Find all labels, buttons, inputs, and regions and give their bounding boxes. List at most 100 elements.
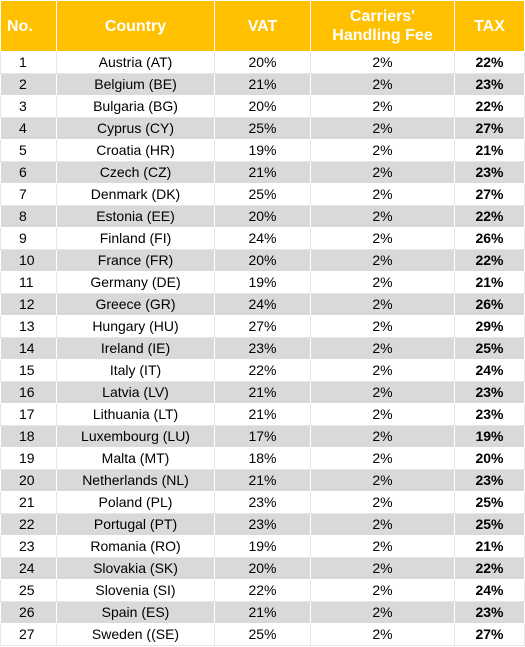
cell-handling-fee: 2% bbox=[310, 271, 455, 294]
cell-handling-fee: 2% bbox=[310, 205, 455, 228]
cell-tax: 23% bbox=[454, 73, 525, 96]
cell-tax: 23% bbox=[454, 381, 525, 404]
cell-no: 21 bbox=[0, 491, 57, 514]
cell-handling-fee: 2% bbox=[310, 447, 455, 470]
cell-handling-fee: 2% bbox=[310, 73, 455, 96]
table-row: 10 France (FR) 20% 2% 22% bbox=[0, 249, 525, 272]
cell-vat: 19% bbox=[214, 271, 311, 294]
cell-handling-fee: 2% bbox=[310, 623, 455, 646]
table-row: 19 Malta (MT) 18% 2% 20% bbox=[0, 447, 525, 470]
cell-country: Croatia (HR) bbox=[56, 139, 215, 162]
cell-vat: 20% bbox=[214, 557, 311, 580]
cell-country: Denmark (DK) bbox=[56, 183, 215, 206]
cell-tax: 23% bbox=[454, 403, 525, 426]
cell-no: 6 bbox=[0, 161, 57, 184]
cell-country: Italy (IT) bbox=[56, 359, 215, 382]
table-row: 8 Estonia (EE) 20% 2% 22% bbox=[0, 205, 525, 228]
cell-no: 17 bbox=[0, 403, 57, 426]
cell-no: 23 bbox=[0, 535, 57, 558]
cell-tax: 27% bbox=[454, 117, 525, 140]
cell-country: Netherlands (NL) bbox=[56, 469, 215, 492]
cell-country: Romania (RO) bbox=[56, 535, 215, 558]
cell-tax: 24% bbox=[454, 579, 525, 602]
table-row: 22 Portugal (PT) 23% 2% 25% bbox=[0, 513, 525, 536]
cell-no: 27 bbox=[0, 623, 57, 646]
cell-no: 7 bbox=[0, 183, 57, 206]
cell-country: Cyprus (CY) bbox=[56, 117, 215, 140]
cell-tax: 23% bbox=[454, 469, 525, 492]
cell-country: Hungary (HU) bbox=[56, 315, 215, 338]
cell-country: France (FR) bbox=[56, 249, 215, 272]
cell-country: Slovenia (SI) bbox=[56, 579, 215, 602]
cell-country: Finland (FI) bbox=[56, 227, 215, 250]
cell-handling-fee: 2% bbox=[310, 139, 455, 162]
cell-country: Latvia (LV) bbox=[56, 381, 215, 404]
cell-vat: 21% bbox=[214, 601, 311, 624]
cell-vat: 21% bbox=[214, 161, 311, 184]
cell-country: Luxembourg (LU) bbox=[56, 425, 215, 448]
cell-no: 1 bbox=[0, 51, 57, 74]
cell-vat: 25% bbox=[214, 117, 311, 140]
cell-tax: 23% bbox=[454, 601, 525, 624]
cell-vat: 20% bbox=[214, 95, 311, 118]
cell-handling-fee: 2% bbox=[310, 249, 455, 272]
cell-vat: 24% bbox=[214, 227, 311, 250]
cell-no: 2 bbox=[0, 73, 57, 96]
cell-country: Austria (AT) bbox=[56, 51, 215, 74]
table-row: 23 Romania (RO) 19% 2% 21% bbox=[0, 535, 525, 558]
cell-tax: 22% bbox=[454, 205, 525, 228]
table-row: 9 Finland (FI) 24% 2% 26% bbox=[0, 227, 525, 250]
cell-no: 18 bbox=[0, 425, 57, 448]
cell-handling-fee: 2% bbox=[310, 491, 455, 514]
cell-country: Czech (CZ) bbox=[56, 161, 215, 184]
cell-country: Spain (ES) bbox=[56, 601, 215, 624]
cell-tax: 19% bbox=[454, 425, 525, 448]
cell-handling-fee: 2% bbox=[310, 227, 455, 250]
cell-no: 11 bbox=[0, 271, 57, 294]
cell-handling-fee: 2% bbox=[310, 469, 455, 492]
cell-no: 9 bbox=[0, 227, 57, 250]
cell-no: 24 bbox=[0, 557, 57, 580]
cell-no: 26 bbox=[0, 601, 57, 624]
header-handling-fee: Carriers' Handling Fee bbox=[310, 0, 455, 52]
cell-tax: 21% bbox=[454, 139, 525, 162]
cell-no: 25 bbox=[0, 579, 57, 602]
table-row: 16 Latvia (LV) 21% 2% 23% bbox=[0, 381, 525, 404]
table-row: 4 Cyprus (CY) 25% 2% 27% bbox=[0, 117, 525, 140]
cell-country: Greece (GR) bbox=[56, 293, 215, 316]
cell-no: 19 bbox=[0, 447, 57, 470]
table-row: 20 Netherlands (NL) 21% 2% 23% bbox=[0, 469, 525, 492]
cell-vat: 20% bbox=[214, 205, 311, 228]
cell-country: Ireland (IE) bbox=[56, 337, 215, 360]
cell-tax: 26% bbox=[454, 227, 525, 250]
cell-no: 16 bbox=[0, 381, 57, 404]
cell-country: Sweden ((SE) bbox=[56, 623, 215, 646]
cell-handling-fee: 2% bbox=[310, 535, 455, 558]
cell-tax: 23% bbox=[454, 161, 525, 184]
cell-vat: 23% bbox=[214, 491, 311, 514]
cell-vat: 21% bbox=[214, 403, 311, 426]
table-row: 17 Lithuania (LT) 21% 2% 23% bbox=[0, 403, 525, 426]
cell-tax: 22% bbox=[454, 95, 525, 118]
cell-no: 12 bbox=[0, 293, 57, 316]
table-row: 2 Belgium (BE) 21% 2% 23% bbox=[0, 73, 525, 96]
table-row: 5 Croatia (HR) 19% 2% 21% bbox=[0, 139, 525, 162]
cell-handling-fee: 2% bbox=[310, 161, 455, 184]
cell-country: Slovakia (SK) bbox=[56, 557, 215, 580]
cell-vat: 22% bbox=[214, 359, 311, 382]
cell-tax: 26% bbox=[454, 293, 525, 316]
cell-tax: 25% bbox=[454, 513, 525, 536]
cell-handling-fee: 2% bbox=[310, 95, 455, 118]
header-vat: VAT bbox=[214, 0, 311, 52]
cell-tax: 22% bbox=[454, 51, 525, 74]
cell-handling-fee: 2% bbox=[310, 579, 455, 602]
cell-handling-fee: 2% bbox=[310, 381, 455, 404]
table-row: 24 Slovakia (SK) 20% 2% 22% bbox=[0, 557, 525, 580]
cell-tax: 27% bbox=[454, 623, 525, 646]
cell-no: 4 bbox=[0, 117, 57, 140]
cell-tax: 24% bbox=[454, 359, 525, 382]
header-row: No. Country VAT Carriers' Handling Fee TA… bbox=[0, 0, 525, 52]
cell-vat: 21% bbox=[214, 469, 311, 492]
table-row: 27 Sweden ((SE) 25% 2% 27% bbox=[0, 623, 525, 646]
